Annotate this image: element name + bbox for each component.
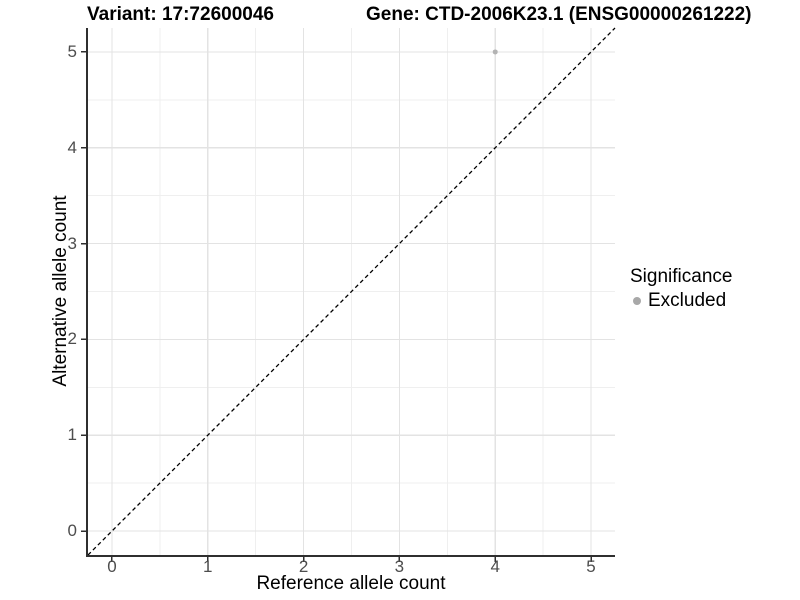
legend-title: Significance — [630, 266, 733, 287]
legend-entry-excluded: Excluded — [630, 290, 732, 312]
y-tick-label: 4 — [67, 137, 77, 157]
x-tick-label: 1 — [203, 557, 213, 576]
x-tick-label: 5 — [586, 557, 596, 576]
x-tick-label: 0 — [107, 557, 117, 576]
excluded-point-icon — [633, 297, 641, 305]
plot-title-variant: Variant: 17:72600046 — [87, 4, 274, 25]
x-axis-title: Reference allele count — [256, 573, 446, 594]
y-tick-label: 0 — [67, 521, 77, 541]
y-tick-label: 5 — [67, 41, 77, 61]
y-tick-label: 3 — [67, 233, 77, 253]
y-tick-label: 2 — [67, 329, 77, 349]
x-tick-label: 3 — [394, 557, 405, 576]
legend-entry-label: Excluded — [648, 290, 727, 311]
y-tick-label: 1 — [67, 425, 77, 445]
y-axis-title: Alternative allele count — [50, 195, 71, 387]
x-tick-label: 2 — [298, 557, 309, 576]
plot-title-gene: Gene: CTD-2006K23.1 (ENSG00000261222) — [366, 4, 752, 25]
data-point — [492, 49, 498, 55]
x-tick-label: 4 — [490, 557, 500, 576]
legend: Significance Excluded — [630, 265, 732, 312]
